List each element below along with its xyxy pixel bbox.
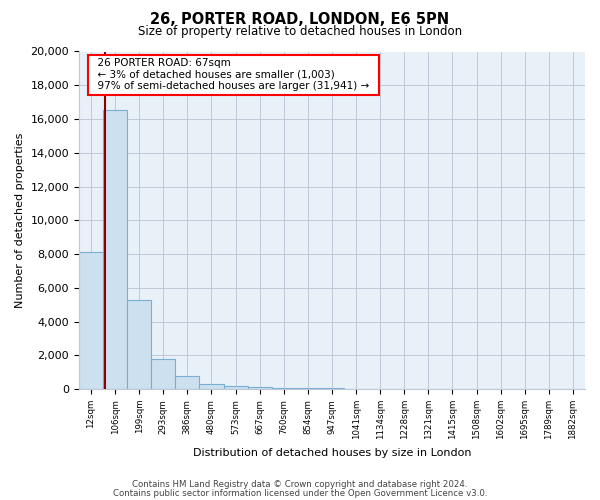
Bar	[79, 252, 103, 389]
X-axis label: Distribution of detached houses by size in London: Distribution of detached houses by size …	[193, 448, 471, 458]
Bar	[127, 300, 151, 389]
Bar	[344, 388, 368, 389]
Text: Size of property relative to detached houses in London: Size of property relative to detached ho…	[138, 25, 462, 38]
Y-axis label: Number of detached properties: Number of detached properties	[15, 132, 25, 308]
Bar	[151, 358, 175, 389]
Bar	[248, 388, 272, 389]
Bar	[175, 376, 199, 389]
Bar	[103, 110, 127, 389]
Bar	[199, 384, 224, 389]
Text: 26, PORTER ROAD, LONDON, E6 5PN: 26, PORTER ROAD, LONDON, E6 5PN	[151, 12, 449, 28]
Text: Contains public sector information licensed under the Open Government Licence v3: Contains public sector information licen…	[113, 488, 487, 498]
Text: Contains HM Land Registry data © Crown copyright and database right 2024.: Contains HM Land Registry data © Crown c…	[132, 480, 468, 489]
Bar	[272, 388, 296, 389]
Bar	[224, 386, 248, 389]
Text: 26 PORTER ROAD: 67sqm
  ← 3% of detached houses are smaller (1,003)
  97% of sem: 26 PORTER ROAD: 67sqm ← 3% of detached h…	[91, 58, 376, 92]
Bar	[296, 388, 320, 389]
Bar	[320, 388, 344, 389]
